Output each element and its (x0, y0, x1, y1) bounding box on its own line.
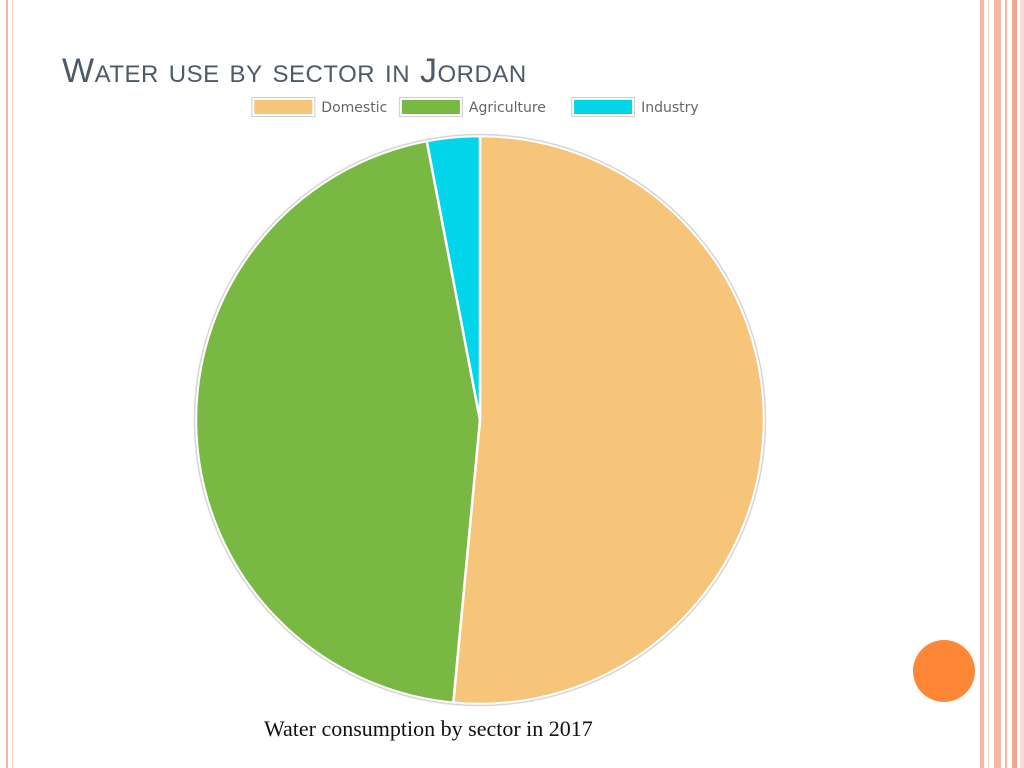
pie-outline (193, 133, 767, 707)
right-border-band (980, 0, 984, 768)
legend-swatch-domestic[interactable] (252, 98, 315, 116)
right-border-band (988, 0, 989, 768)
decorative-orange-circle (913, 640, 975, 702)
legend-swatch-industry[interactable] (572, 98, 635, 116)
right-border-band (994, 0, 1001, 768)
legend-label-agriculture: Agriculture (469, 100, 546, 116)
right-border-band (1012, 0, 1017, 768)
pie-slice-agriculture (194, 139, 482, 705)
legend-label-industry: Industry (641, 100, 699, 116)
chart-caption: Water consumption by sector in 2017 (264, 716, 593, 741)
slide-title: Water use by sector in Jordan (62, 52, 527, 90)
right-border-band (1005, 0, 1007, 768)
pie-slices (193, 133, 767, 707)
pie-slice-industry (425, 134, 482, 421)
chart-legend: Domestic Agriculture Industry (251, 97, 699, 117)
left-border-line (6, 0, 8, 768)
legend-label-domestic: Domestic (321, 100, 387, 116)
legend-swatch-border (398, 97, 463, 117)
legend-swatch-agriculture[interactable] (399, 98, 462, 116)
legend-swatch-border (251, 97, 316, 117)
left-border-line-thin (12, 0, 13, 768)
right-border-band (1020, 0, 1024, 768)
legend-swatch-border (571, 97, 636, 117)
pie-slice-domestic (451, 134, 766, 706)
